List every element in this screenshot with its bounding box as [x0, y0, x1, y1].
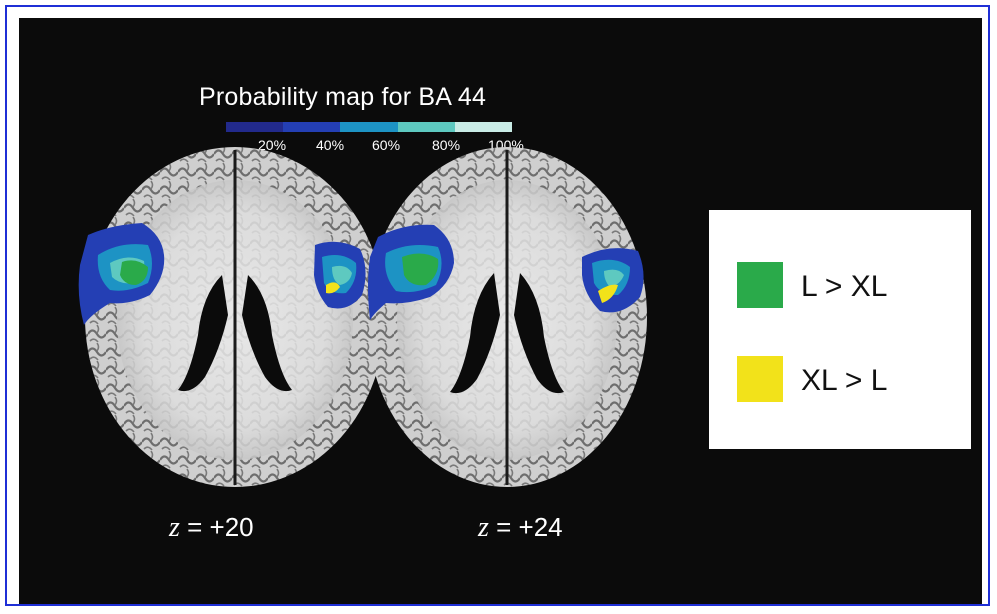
legend-box: L > XL XL > L: [709, 210, 971, 449]
legend-label-l-gt-xl: L > XL: [801, 270, 888, 303]
legend-swatch-green: [737, 262, 783, 308]
slice-label-z20: z = +20: [169, 512, 254, 544]
legend-label-xl-gt-l: XL > L: [801, 364, 888, 397]
brain-slice-z20: [78, 147, 385, 487]
colorbar-segment-2: [283, 122, 341, 132]
colorbar-tick-20: 20%: [258, 137, 287, 153]
colorbar-tick-80: 80%: [432, 137, 461, 153]
colorbar-tick-40: 40%: [316, 137, 345, 153]
brain-slices-image: [78, 147, 647, 487]
slice-label-z24: z = +24: [478, 512, 563, 544]
z-symbol-2: z: [478, 512, 489, 543]
legend-swatch-yellow: [737, 356, 783, 402]
brain-slice-z24: [367, 147, 647, 487]
slice-value-1: = +20: [179, 512, 254, 542]
probability-colorbar: [226, 122, 513, 132]
slice-value-2: = +24: [488, 512, 563, 542]
colorbar-segment-4: [397, 122, 455, 132]
z-symbol-1: z: [169, 512, 180, 543]
probability-map-title: Probability map for BA 44: [199, 83, 487, 111]
colorbar-segment-1: [226, 122, 284, 132]
colorbar-tick-60: 60%: [372, 137, 401, 153]
colorbar-segment-3: [340, 122, 398, 132]
colorbar-segment-5: [454, 122, 513, 132]
